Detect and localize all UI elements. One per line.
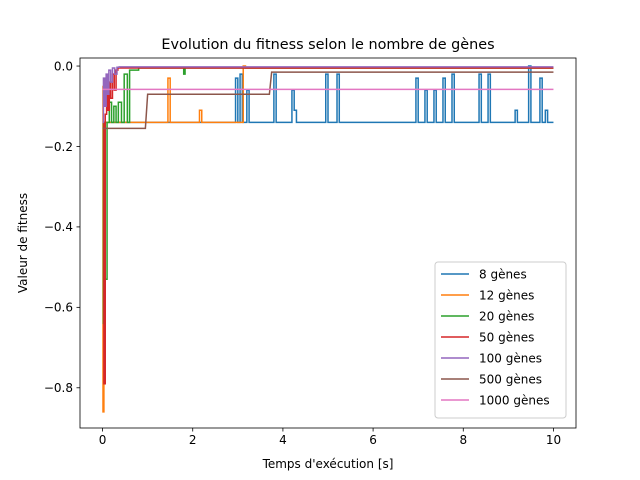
- y-tick-label: −0.4: [44, 220, 73, 234]
- series-layer: [102, 65, 554, 413]
- y-axis-label: Valeur de fitness: [16, 193, 30, 293]
- series-line-2: [102, 67, 554, 325]
- legend-entry-label: 50 gènes: [479, 330, 534, 344]
- x-tick-label: 2: [189, 433, 197, 447]
- y-tick-label: −0.8: [44, 381, 73, 395]
- legend-entry-label: 1000 gènes: [479, 393, 550, 407]
- x-tick-label: 0: [99, 433, 107, 447]
- y-tick-label: −0.6: [44, 301, 73, 315]
- x-tick-label: 6: [369, 433, 377, 447]
- legend-entry-label: 8 gènes: [479, 267, 527, 281]
- series-line-4: [102, 66, 554, 124]
- plot-frame: [79, 57, 577, 429]
- y-tick-label: 0.0: [54, 59, 73, 73]
- x-tick-label: 10: [546, 433, 561, 447]
- legend: 8 gènes 12 gènes 20 gènes 50 gènes 100 gènes…: [434, 261, 567, 419]
- x-tick-label: 8: [459, 433, 467, 447]
- legend-entry-label: 100 gènes: [479, 351, 542, 365]
- x-tick-label: 4: [279, 433, 287, 447]
- y-axis: 0.0 −0.2 −0.4 −0.6 −0.8: [44, 59, 80, 395]
- series-line-0: [102, 65, 554, 124]
- y-tick-label: −0.2: [44, 140, 73, 154]
- x-axis: 0 2 4 6 8 10: [99, 428, 561, 447]
- legend-entry-label: 20 gènes: [479, 309, 534, 323]
- legend-entry-label: 12 gènes: [479, 288, 534, 302]
- x-axis-label: Temps d'exécution [s]: [262, 457, 394, 471]
- legend-entry-label: 500 gènes: [479, 372, 542, 386]
- chart-title: Evolution du fitness selon le nombre de …: [161, 37, 494, 53]
- series-line-5: [102, 71, 554, 130]
